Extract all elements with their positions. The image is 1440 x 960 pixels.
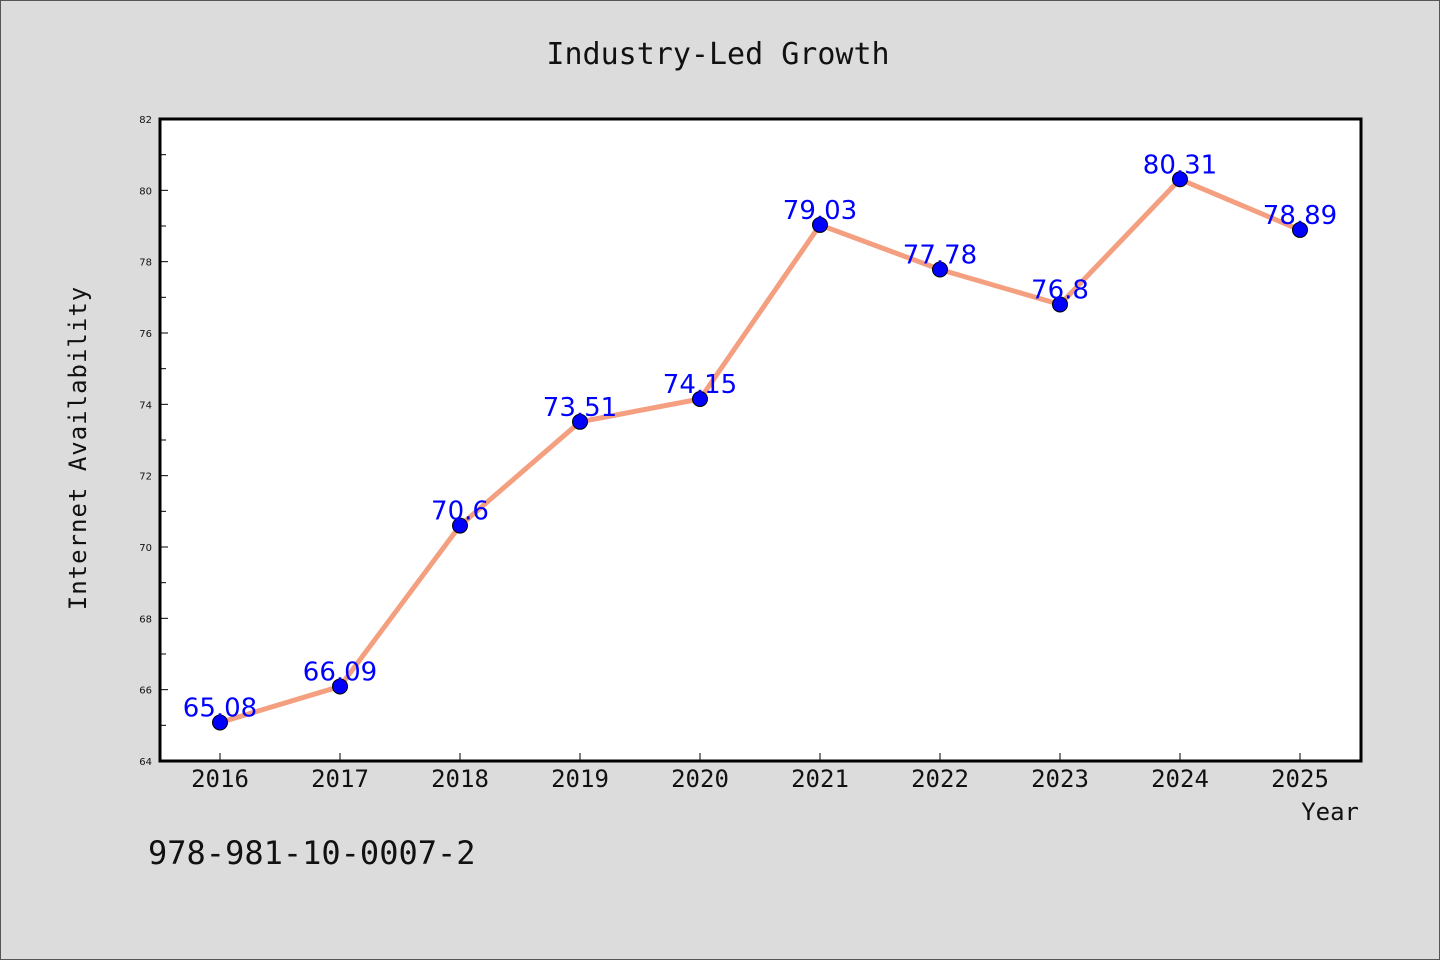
- y-tick-label: 70: [139, 543, 152, 554]
- y-tick-label: 72: [139, 472, 152, 483]
- series-line: [219, 176, 1301, 725]
- data-label: 78.89: [1263, 201, 1337, 231]
- series-points-group: [212, 171, 1308, 731]
- data-point: [212, 714, 228, 731]
- series-line-group: [219, 176, 1301, 725]
- x-tick-label: 2017: [311, 765, 369, 793]
- data-label: 70.6: [431, 497, 489, 527]
- plot-area: [158, 117, 1363, 763]
- y-tick-label: 74: [139, 400, 152, 411]
- data-point: [452, 517, 468, 534]
- data-point: [1052, 296, 1068, 313]
- isbn-text: 978-981-10-0007-2: [148, 834, 476, 872]
- data-label: 80.31: [1143, 150, 1217, 180]
- x-tick-label: 2019: [551, 765, 609, 793]
- data-point: [812, 216, 828, 233]
- x-tick-label: 2020: [671, 765, 729, 793]
- y-tick-label: 76: [139, 329, 152, 340]
- data-point: [692, 390, 708, 407]
- y-tick-label: 82: [139, 115, 152, 126]
- chart-title: Industry-Led Growth: [546, 37, 889, 72]
- data-label: 76.8: [1031, 275, 1089, 305]
- data-point: [332, 678, 348, 695]
- data-label: 74.15: [663, 370, 737, 400]
- x-tick-label: 2018: [431, 765, 489, 793]
- x-axis: 2016 2017 2018 2019 2020 2021 2022 2023 2024 2025: [191, 753, 1329, 793]
- y-tick-label: 80: [139, 186, 152, 197]
- data-label: 79.03: [783, 196, 857, 226]
- x-tick-label: 2016: [191, 765, 249, 793]
- data-point: [1292, 221, 1308, 238]
- x-tick-label: 2025: [1271, 765, 1329, 793]
- data-label: 77.78: [903, 241, 977, 271]
- data-label: 66.09: [303, 657, 377, 687]
- x-tick-label: 2024: [1151, 765, 1209, 793]
- data-label: 73.51: [543, 393, 617, 423]
- y-tick-label: 66: [139, 686, 152, 697]
- x-tick-label: 2023: [1031, 765, 1089, 793]
- data-point: [1172, 171, 1188, 188]
- y-tick-label: 64: [139, 757, 152, 768]
- y-axis-label: Internet Availability: [64, 286, 92, 610]
- data-label: 65.08: [183, 693, 257, 723]
- x-tick-label: 2022: [911, 765, 969, 793]
- x-tick-label: 2021: [791, 765, 849, 793]
- y-tick-label: 68: [139, 614, 152, 625]
- data-point: [932, 261, 948, 278]
- y-axis: 64 66 68 70 72 74 76 78 80 82: [139, 115, 168, 768]
- x-axis-label: Year: [1301, 798, 1359, 826]
- y-tick-label: 78: [139, 258, 152, 269]
- data-labels-group: 65.08 66.09 70.6 73.51 74.15 79.03 77.78 76.8 80…: [183, 150, 1337, 723]
- data-point: [572, 413, 588, 430]
